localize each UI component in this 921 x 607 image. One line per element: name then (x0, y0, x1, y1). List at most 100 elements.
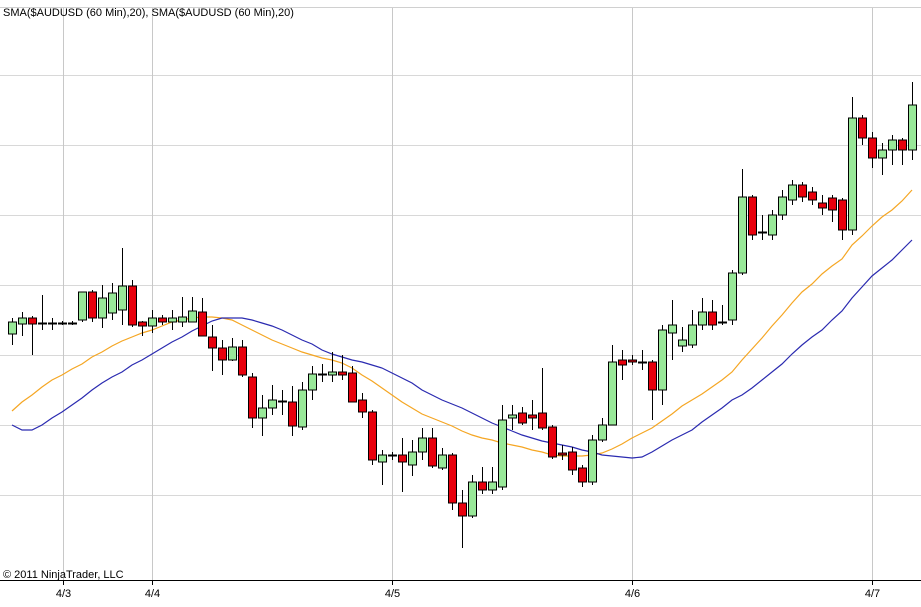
candle-body (258, 407, 267, 419)
candle-body (678, 339, 687, 347)
x-tick-label: 4/7 (865, 588, 880, 600)
candle-body (88, 291, 97, 319)
candle-body (528, 414, 537, 419)
candle-body (188, 310, 197, 323)
candle-body (8, 321, 17, 335)
candle-body (808, 191, 817, 201)
candle-body (898, 139, 907, 151)
candle-body (308, 373, 317, 391)
candle-body (518, 412, 527, 424)
candle-body (158, 317, 167, 323)
candle-body (348, 372, 357, 403)
candle-body (378, 454, 387, 463)
candle-body (98, 297, 107, 319)
candle-body (428, 437, 437, 467)
candle-body (778, 196, 787, 216)
indicator-lines (11, 189, 913, 459)
candle-body (618, 359, 627, 366)
candle-body (198, 311, 207, 337)
candle-body (328, 371, 337, 376)
candle-body (488, 481, 497, 491)
candle-body (68, 322, 77, 325)
candle-body (118, 285, 127, 311)
candle-body (248, 376, 257, 419)
candle-body (698, 311, 707, 326)
candle-body (578, 467, 587, 483)
sma-line (11, 239, 913, 459)
candle-body (538, 412, 547, 429)
candle-body (108, 292, 117, 314)
candle-body (668, 324, 677, 334)
candle-body (458, 502, 467, 517)
legend-text: SMA($AUDUSD (60 Min),20), SMA($AUDUSD (6… (3, 7, 294, 19)
candle-body (658, 329, 667, 391)
sma-line (11, 189, 913, 457)
candle-body (468, 481, 477, 517)
candle-body (218, 347, 227, 361)
candle-body (418, 437, 427, 453)
x-tick-label: 4/4 (145, 588, 160, 600)
candle-body (408, 451, 417, 466)
candle-body (868, 137, 877, 159)
candle-body (888, 139, 897, 151)
candle-body (388, 454, 397, 457)
candle-body (558, 452, 567, 456)
candle-body (828, 197, 837, 211)
candle-body (298, 389, 307, 428)
candle-body (748, 196, 757, 236)
candle-body (758, 231, 767, 234)
candle-body (58, 322, 67, 325)
candle-body (178, 316, 187, 323)
candle-body (608, 361, 617, 426)
x-axis: 4/3 4/4 4/5 4/6 4/7 (56, 580, 880, 600)
candle-body (28, 317, 37, 325)
x-tick-label: 4/5 (385, 588, 400, 600)
candles (8, 82, 917, 548)
copyright: © 2011 NinjaTrader, LLC (3, 569, 124, 581)
grid (0, 8, 921, 580)
candle-body (838, 199, 847, 231)
candle-body (638, 361, 647, 364)
candle-body (168, 317, 177, 323)
candle-body (708, 311, 717, 326)
candle-body (358, 399, 367, 413)
candle-body (768, 214, 777, 236)
candle-body (728, 272, 737, 321)
candle-body (908, 104, 917, 151)
candle-body (718, 321, 727, 324)
candle-body (318, 373, 327, 376)
candle-body (848, 117, 857, 231)
x-tick-label: 4/3 (56, 588, 71, 600)
candle-body (288, 401, 297, 427)
candle-body (818, 202, 827, 209)
candle-body (228, 346, 237, 361)
candle-body (148, 317, 157, 327)
candle-body (448, 454, 457, 504)
candle-body (78, 291, 87, 321)
candle-body (878, 149, 887, 159)
candle-body (498, 419, 507, 488)
candle-body (738, 196, 747, 274)
candle-body (648, 361, 657, 391)
candle-body (798, 184, 807, 198)
candle-body (238, 346, 247, 376)
candle-body (598, 424, 607, 441)
candle-body (398, 454, 407, 463)
candle-body (438, 454, 447, 469)
candle-body (138, 321, 147, 327)
candle-body (508, 414, 517, 419)
x-tick-label: 4/6 (625, 588, 640, 600)
candle-body (568, 451, 577, 471)
candle-body (128, 285, 137, 326)
candle-body (548, 426, 557, 458)
candle-body (38, 322, 47, 325)
candle-body (278, 400, 287, 403)
candle-body (338, 371, 347, 376)
candle-body (208, 336, 217, 349)
candle-body (788, 184, 797, 201)
candle-body (628, 359, 637, 363)
candle-body (268, 399, 277, 409)
candle-body (588, 439, 597, 483)
